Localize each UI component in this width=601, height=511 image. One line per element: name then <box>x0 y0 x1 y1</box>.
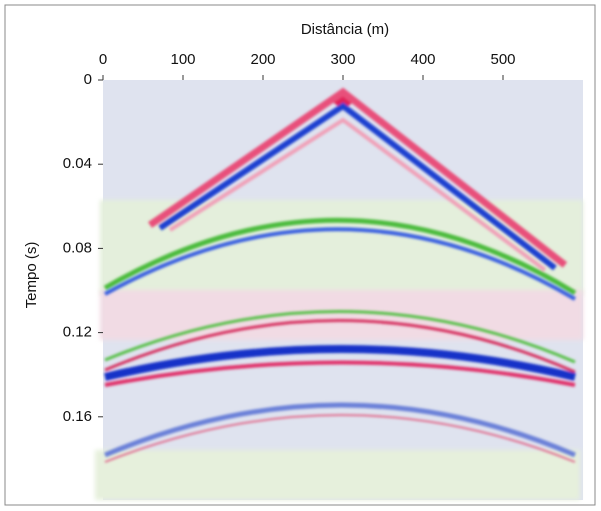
x-tick-label: 100 <box>170 51 195 68</box>
y-tick-label: 0.08 <box>63 239 92 256</box>
y-tick-label: 0.12 <box>63 324 92 341</box>
y-tick-label: 0.16 <box>63 408 92 425</box>
x-axis-label: Distância (m) <box>301 21 389 38</box>
x-tick-label: 300 <box>330 51 355 68</box>
x-tick-label: 400 <box>410 51 435 68</box>
y-tick-label: 0.04 <box>63 155 92 172</box>
seismic-image <box>95 80 583 500</box>
y-axis-label: Tempo (s) <box>23 242 40 309</box>
x-tick-label: 0 <box>99 51 107 68</box>
x-tick-label: 500 <box>490 51 515 68</box>
x-tick-label: 200 <box>250 51 275 68</box>
y-tick-label: 0 <box>84 71 92 88</box>
